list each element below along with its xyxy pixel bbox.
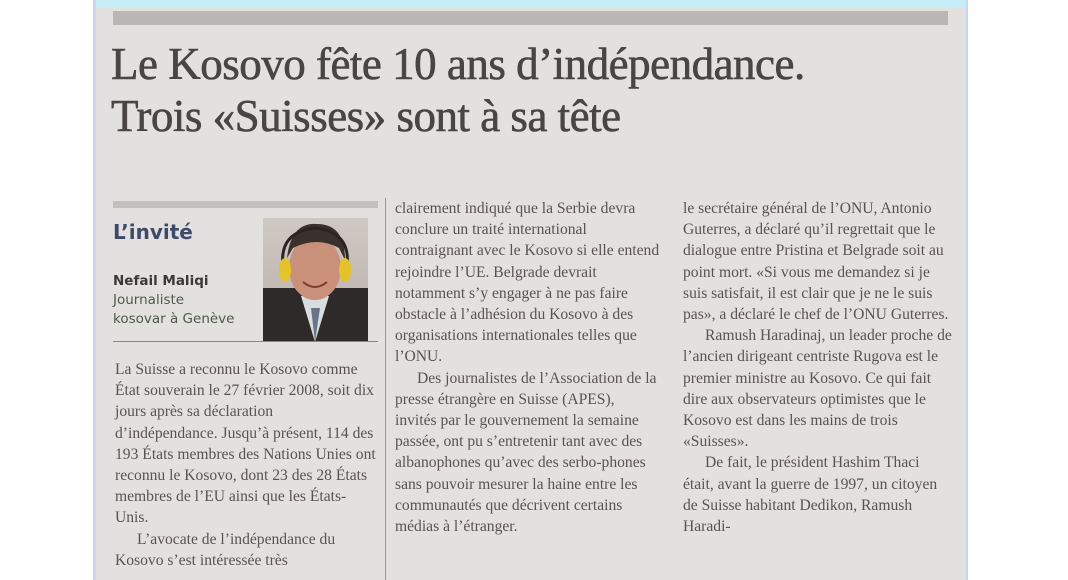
paragraph: clairement indiqué que la Serbie devra c… (395, 200, 660, 366)
paragraph: L’avocate de l’indépendance du Kosovo s’… (115, 530, 336, 569)
newspaper-clipping: Le Kosovo fête 10 ans d’indépendance. Tr… (93, 0, 968, 580)
paragraph: Des journalistes de l’Association de la … (395, 369, 657, 536)
author-name: Nefail Maliqi (113, 273, 209, 289)
paragraph: le secrétaire général de l’ONU, Antonio … (683, 200, 949, 324)
column-3: le secrétaire général de l’ONU, Antonio … (683, 198, 953, 537)
headline-line-2: Trois «Suisses» sont à sa tête (111, 91, 622, 142)
paragraph: De fait, le président Hashim Thaci était… (683, 454, 938, 536)
guest-box-divider (113, 341, 378, 342)
author-photo (263, 218, 368, 342)
top-strip (96, 0, 966, 8)
column-1: La Suisse a reconnu le Kosovo comme État… (115, 359, 377, 571)
author-role-line-2: kosovar à Genève (113, 311, 235, 327)
section-bar (113, 11, 948, 25)
column-2: clairement indiqué que la Serbie devra c… (395, 198, 660, 537)
paragraph: La Suisse a reconnu le Kosovo comme État… (115, 361, 376, 527)
column-divider (385, 198, 386, 580)
headline-line-1: Le Kosovo fête 10 ans d’indépendance. (111, 39, 806, 90)
guest-label: L’invité (113, 220, 193, 244)
author-role-line-1: Journaliste (113, 292, 185, 308)
paragraph: Ramush Haradinaj, un leader proche de l’… (683, 327, 952, 451)
guest-box-bar (113, 201, 378, 208)
headline: Le Kosovo fête 10 ans d’indépendance. Tr… (111, 38, 806, 142)
author-info: Nefail Maliqi Journaliste kosovar à Genè… (113, 272, 234, 329)
